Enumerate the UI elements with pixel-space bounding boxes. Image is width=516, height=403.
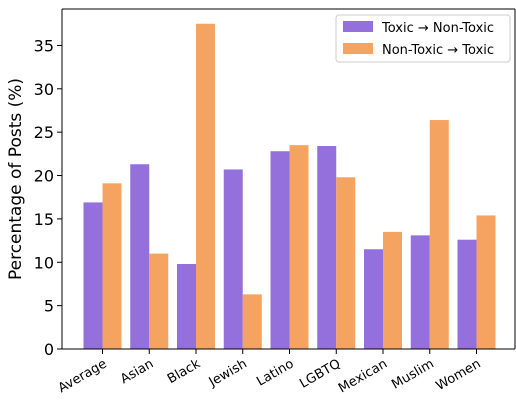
y-axis-label: Percentage of Posts (%): [6, 78, 26, 280]
bar-toxic-non-toxic-latino: [270, 151, 290, 349]
x-tick-label-mexican: Mexican: [336, 356, 390, 396]
bar-non-toxic-toxic-muslim: [429, 120, 449, 349]
x-tick-label-black: Black: [165, 356, 203, 387]
legend-swatch-toxic-to-non-toxic: [343, 21, 373, 32]
y-tick-label: 25: [34, 123, 54, 142]
y-tick-label: 20: [34, 167, 54, 186]
legend-label-non-toxic-to-toxic: Non-Toxic → Toxic: [382, 43, 494, 58]
bar-non-toxic-toxic-latino: [289, 145, 309, 349]
bar-non-toxic-toxic-jewish: [242, 294, 262, 349]
x-tick-label-average: Average: [56, 356, 110, 396]
bar-toxic-non-toxic-mexican: [364, 249, 383, 349]
x-tick-label-muslim: Muslim: [389, 356, 436, 392]
y-tick-label: 30: [34, 80, 54, 99]
bar-non-toxic-toxic-women: [476, 215, 496, 349]
x-tick-label-latino: Latino: [254, 356, 296, 389]
bar-non-toxic-toxic-average: [102, 183, 122, 349]
x-ticks: Average Asian Black Jewish Latino LGBTQMexica…: [56, 349, 484, 396]
bar-toxic-non-toxic-muslim: [410, 235, 430, 349]
y-tick-label: 15: [34, 210, 54, 229]
bar-toxic-non-toxic-average: [83, 202, 103, 349]
legend-label-toxic-to-non-toxic: Toxic → Non-Toxic: [381, 21, 494, 36]
y-tick-label: 5: [44, 297, 54, 316]
axes-layer: [61, 8, 516, 350]
legend: Toxic → Non-Toxic Non-Toxic → Toxic: [335, 14, 511, 63]
y-tick-label: 0: [44, 340, 54, 359]
bar-toxic-non-toxic-black: [177, 264, 196, 349]
bar-toxic-non-toxic-lgbtq: [317, 146, 337, 349]
x-tick-label-asian: Asian: [118, 356, 156, 387]
legend-swatch-non-toxic-to-toxic: [343, 43, 373, 54]
legend-frame: [335, 14, 511, 63]
bar-non-toxic-toxic-black: [196, 23, 215, 349]
x-tick-label-lgbtq: LGBTQ: [297, 356, 343, 391]
bar-toxic-non-toxic-women: [457, 239, 477, 349]
bar-non-toxic-toxic-lgbtq: [336, 177, 356, 349]
bar-non-toxic-toxic-asian: [149, 253, 169, 349]
y-tick-label: 10: [34, 253, 54, 272]
bar-non-toxic-toxic-mexican: [383, 231, 402, 349]
bar-toxic-non-toxic-asian: [130, 164, 150, 349]
bars-layer: [83, 23, 496, 349]
y-ticks: 0 5 10 15 20 25 30 35: [34, 36, 62, 359]
x-tick-label-women: Women: [434, 356, 484, 393]
x-tick-label-jewish: Jewish: [206, 356, 250, 390]
y-tick-label: 35: [34, 36, 54, 55]
bar-toxic-non-toxic-jewish: [223, 169, 243, 349]
